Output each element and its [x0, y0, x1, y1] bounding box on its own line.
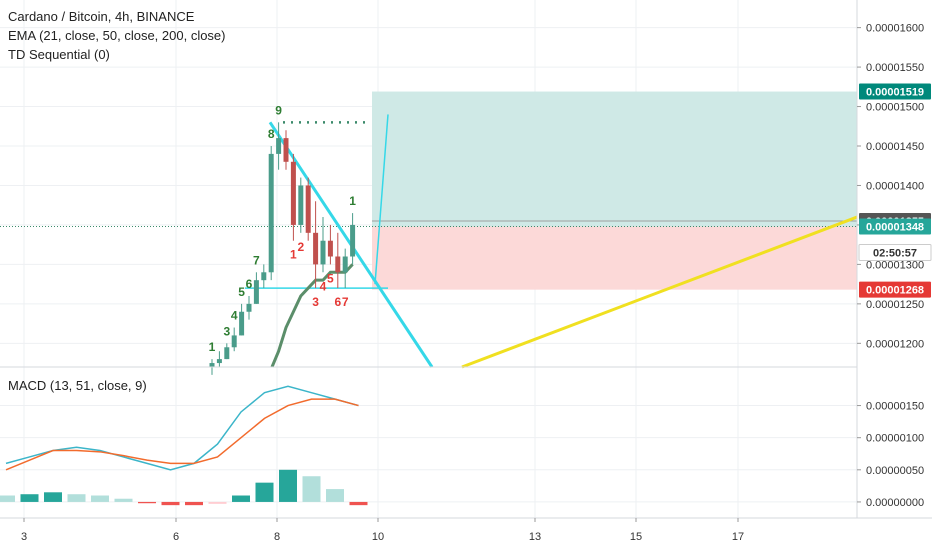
price-axis-label: 0.00001300	[866, 259, 924, 271]
price-axis-label: 0.00001450	[866, 141, 924, 153]
candle-body	[231, 335, 237, 348]
price-tag-label: 0.00001268	[866, 285, 924, 297]
td-count-label: 6	[246, 277, 253, 291]
td-count-label: 7	[342, 295, 349, 309]
macd-histogram-bar	[114, 498, 133, 502]
price-tag-label: 0.00001348	[866, 222, 924, 234]
macd-histogram-bar	[326, 489, 344, 502]
candle-body	[342, 256, 348, 273]
symbol-title: Cardano / Bitcoin, 4h, BINANCE	[8, 9, 195, 24]
candle-body	[290, 161, 296, 225]
macd-histogram-bar	[20, 494, 39, 502]
price-axis-label: 0.00001250	[866, 299, 924, 311]
candle-body	[224, 347, 230, 360]
candle-body	[209, 363, 215, 367]
candle-body	[253, 280, 259, 304]
candle-body	[239, 311, 245, 336]
price-tag-background	[859, 83, 931, 100]
macd-axis-label: 0.00000050	[866, 465, 924, 477]
price-axis-label: 0.00001400	[866, 180, 924, 192]
time-axis-label: 6	[173, 531, 179, 543]
candle-body	[261, 272, 267, 281]
loss-zone	[372, 226, 857, 290]
candle-body	[246, 303, 252, 312]
time-axis-label: 13	[529, 531, 541, 543]
price-tag-label: 02:50:57	[873, 248, 917, 260]
price-tag: 0.00001348	[859, 218, 931, 235]
td-count-label: 1	[209, 340, 216, 354]
macd-axis-label: 0.00000000	[866, 497, 924, 509]
td-count-label: 4	[231, 309, 238, 323]
macd-histogram-bar	[0, 495, 15, 502]
signal-line	[5, 398, 359, 471]
candle-body	[313, 232, 319, 265]
td-count-label: 5	[238, 285, 245, 299]
candle-body	[276, 138, 282, 154]
candle-body	[327, 240, 333, 257]
td-count-label: 3	[223, 324, 230, 338]
td-count-label: 5	[327, 271, 334, 285]
macd-histogram-bar	[349, 501, 368, 506]
time-axis-label: 10	[372, 531, 384, 543]
macd-line	[5, 385, 359, 471]
macd-histogram-bar	[138, 501, 156, 504]
candle-body	[283, 138, 289, 162]
candle-body	[216, 359, 222, 364]
td-count-label: 8	[268, 127, 275, 141]
price-tag-background	[859, 218, 931, 235]
profit-zone	[372, 91, 857, 227]
candle-body	[305, 185, 311, 233]
price-axis-label: 0.00001500	[866, 102, 924, 114]
macd-histogram-bar	[208, 501, 227, 504]
time-axis-label: 8	[274, 531, 280, 543]
time-axis-label: 17	[732, 531, 744, 543]
price-tag: 0.00001519	[859, 83, 931, 100]
price-axis-label: 0.00001200	[866, 338, 924, 350]
td-sequential-legend: TD Sequential (0)	[8, 47, 110, 62]
macd-histogram-bar	[232, 495, 250, 502]
candle-body	[268, 153, 274, 273]
price-axis-label: 0.00001600	[866, 23, 924, 35]
price-tag-label: 0.00001519	[866, 87, 924, 99]
macd-histogram-bar	[91, 495, 109, 502]
macd-histogram-bar	[302, 476, 321, 502]
macd-histogram-bar	[67, 494, 86, 502]
macd-histogram-bar	[161, 501, 180, 506]
candle-body	[320, 240, 326, 265]
td-count-label: 7	[253, 253, 260, 267]
td-count-label: 2	[297, 240, 304, 254]
price-axis-label: 0.00001550	[866, 62, 924, 74]
td-count-label: 1	[290, 248, 297, 262]
macd-histogram-bar	[44, 492, 62, 502]
macd-histogram-bar	[255, 482, 274, 502]
macd-legend: MACD (13, 51, close, 9)	[8, 378, 147, 393]
price-tag: 02:50:57	[858, 244, 932, 262]
td-count-label: 6	[334, 295, 341, 309]
macd-axis-label: 0.00000150	[866, 401, 924, 413]
time-axis-label: 15	[630, 531, 642, 543]
td-count-label: 9	[275, 103, 282, 117]
ema-line	[270, 263, 354, 368]
candle-body	[335, 256, 341, 273]
macd-axis-label: 0.00000100	[866, 433, 924, 445]
yellow-trendline	[461, 215, 858, 369]
price-tag-background	[859, 281, 931, 298]
projection-line	[374, 114, 389, 285]
candle-body	[298, 185, 304, 225]
ema-legend: EMA (21, close, 50, close, 200, close)	[8, 28, 226, 43]
td-count-label: 4	[320, 279, 327, 293]
price-tag: 0.00001268	[859, 281, 931, 298]
macd-histogram-bar	[279, 469, 297, 502]
price-tag-background	[858, 244, 932, 262]
candle-body	[350, 224, 356, 257]
td-count-label: 3	[312, 295, 319, 309]
td-count-label: 1	[349, 194, 356, 208]
time-axis-label: 3	[21, 531, 27, 543]
macd-histogram-bar	[185, 501, 203, 506]
